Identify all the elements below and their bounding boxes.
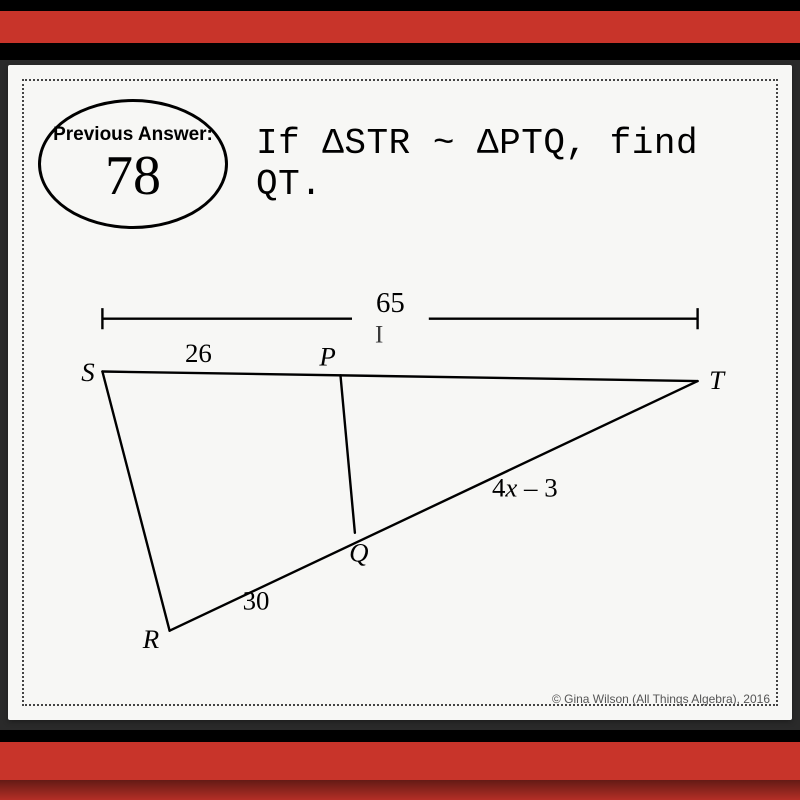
dimension-bar: 65: [102, 287, 697, 332]
footer-shadow: [0, 780, 800, 800]
vertex-labels: S T R P Q: [81, 342, 726, 654]
side-labels: 26 4x – 3 30: [185, 338, 558, 616]
dotted-border: Previous Answer: 78 If ΔSTR ~ ΔPTQ, find…: [22, 79, 778, 706]
vertex-label-R: R: [142, 624, 159, 654]
text-cursor-icon: I: [375, 322, 383, 349]
footer-red-bar: [0, 730, 800, 800]
dimension-label: 65: [376, 287, 405, 319]
side-label-2: 30: [243, 586, 270, 616]
copyright-text: © Gina Wilson (All Things Algebra), 2016: [552, 692, 770, 706]
segment-PQ: [340, 375, 354, 532]
triangle-segments: [102, 372, 697, 631]
vertex-label-Q: Q: [349, 538, 368, 568]
segment-SR: [102, 372, 169, 631]
vertex-label-T: T: [709, 365, 726, 395]
vertex-label-P: P: [318, 342, 335, 372]
vertex-label-S: S: [81, 357, 94, 387]
header-red-bar: [0, 0, 800, 60]
worksheet-card: Previous Answer: 78 If ΔSTR ~ ΔPTQ, find…: [8, 65, 792, 720]
previous-answer-oval: Previous Answer: 78: [38, 99, 228, 229]
diagram-svg: 65 I S T R P Q 26 4x – 3 30: [64, 261, 736, 674]
segment-ST: [102, 372, 697, 382]
side-label-0: 26: [185, 338, 212, 368]
previous-answer-label: Previous Answer:: [53, 124, 213, 146]
question-text: If ΔSTR ~ ΔPTQ, find QT.: [256, 123, 762, 205]
geometry-diagram: 65 I S T R P Q 26 4x – 3 30: [64, 261, 736, 674]
side-label-1: 4x – 3: [492, 472, 558, 502]
previous-answer-value: 78: [105, 148, 161, 204]
